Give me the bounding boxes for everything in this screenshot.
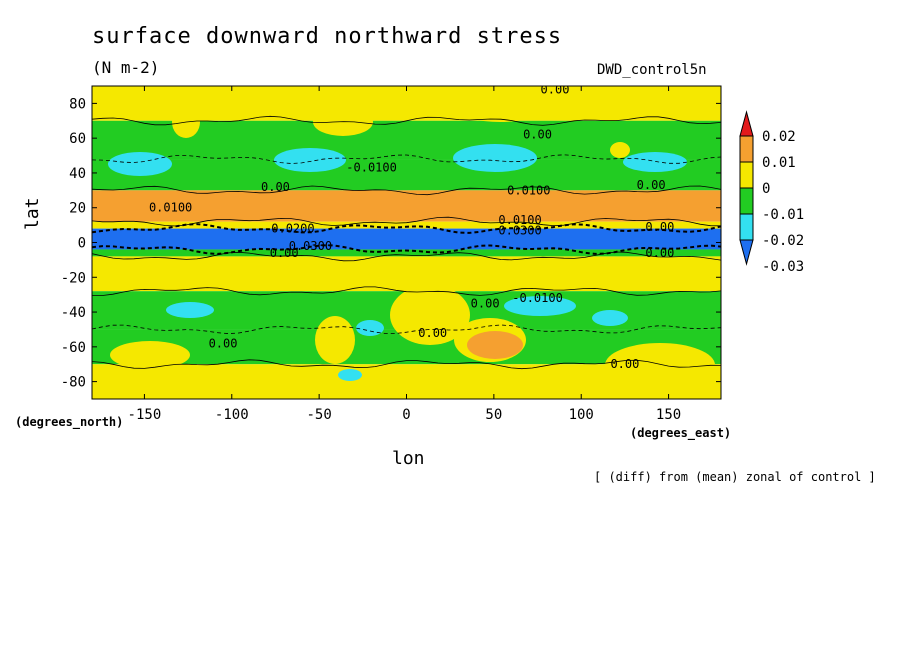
anomaly-patch — [356, 320, 384, 336]
anomaly-patch — [460, 98, 540, 122]
anomaly-patch — [110, 341, 190, 369]
y-tick-label: -20 — [61, 270, 86, 286]
contour-label: 0.0300 — [498, 223, 541, 237]
y-tick-label: 80 — [69, 96, 86, 112]
y-tick-label: 40 — [69, 166, 86, 182]
chart-title: surface downward northward stress — [92, 24, 563, 49]
contour-line — [92, 115, 721, 126]
contour-line — [92, 185, 721, 196]
contour-label: 0.0100 — [149, 201, 192, 215]
lat-band — [92, 190, 721, 222]
contour-line — [92, 286, 721, 296]
contour-lines — [92, 115, 721, 370]
contour-line — [92, 251, 721, 262]
chart-units: (N m-2) — [92, 58, 160, 77]
x-axis-label: lon — [392, 448, 425, 469]
y-tick-label: -80 — [61, 375, 86, 391]
x-axis: -150 -100 -50 0 50 100 150 — [128, 86, 681, 423]
contour-label: -0.0100 — [512, 291, 563, 305]
x-unit-label: (degrees_east) — [630, 426, 732, 440]
y-tick-label: -40 — [61, 305, 86, 321]
anomaly-patch — [605, 343, 715, 387]
contour-label: 0.0200 — [271, 222, 314, 236]
colorbar-label: 0.02 — [762, 129, 796, 145]
y-tick-label: -60 — [61, 340, 86, 356]
contour-label: 0.00 — [523, 128, 552, 142]
field-bands — [92, 86, 721, 399]
lat-band — [92, 256, 721, 292]
x-tick-label: 0 — [402, 407, 410, 423]
x-tick-label: -100 — [215, 407, 249, 423]
anomaly-patch — [467, 331, 523, 359]
lat-band — [92, 221, 721, 229]
contour-label: 0.00 — [270, 246, 299, 260]
colorbar-cell — [739, 187, 754, 215]
x-tick-label: 150 — [656, 407, 681, 423]
anomaly-patch — [108, 152, 172, 176]
colorbar-label: -0.03 — [762, 259, 804, 275]
anomaly-patch — [504, 296, 576, 316]
anomaly-patch — [623, 152, 687, 172]
contour-label: 0.0100 — [507, 183, 550, 197]
colorbar-arrow-bottom — [739, 239, 754, 266]
y-tick-label: 0 — [78, 236, 86, 252]
colorbar-label: 0 — [762, 181, 770, 197]
contour-label: 0.00 — [637, 178, 666, 192]
anomaly-patch — [274, 148, 346, 172]
colorbar-label: -0.02 — [762, 233, 804, 249]
field-features — [108, 98, 715, 387]
contour-line — [92, 359, 721, 370]
x-tick-label: 50 — [485, 407, 502, 423]
contour-line — [92, 216, 721, 227]
contour-line — [92, 154, 721, 164]
contour-label: 0.00 — [645, 246, 674, 260]
contour-label: 0.00 — [471, 296, 500, 310]
contour-label: -0.0100 — [346, 161, 397, 175]
y-tick-label: 60 — [69, 131, 86, 147]
colorbar-label: -0.01 — [762, 207, 804, 223]
contour-label: 0.00 — [541, 82, 570, 96]
x-tick-label: -50 — [306, 407, 331, 423]
contour-label: 0.00 — [261, 180, 290, 194]
anomaly-patch — [592, 310, 628, 326]
lat-band — [92, 159, 721, 191]
colorbar-cell — [739, 213, 754, 241]
lat-band — [92, 228, 721, 250]
contour-label: 0.00 — [209, 336, 238, 350]
contour-labels: 0.00 0.00 -0.0100 0.00 0.00 0.0100 0.0100 0.010… — [149, 82, 674, 371]
anomaly-patch — [166, 302, 214, 318]
anomaly-patch — [453, 144, 537, 172]
anomaly-patch — [610, 142, 630, 158]
colorbar: 0.02 0.01 0 -0.01 -0.02 -0.03 — [739, 110, 804, 275]
run-label: DWD_control5n — [597, 62, 707, 78]
y-axis-label: lat — [22, 197, 43, 230]
anomaly-patch — [315, 316, 355, 364]
colorbar-arrow-top — [739, 110, 754, 137]
colorbar-cell — [739, 135, 754, 163]
contour-line — [92, 324, 721, 335]
contour-label: 0.00 — [418, 326, 447, 340]
x-tick-label: 100 — [569, 407, 594, 423]
colorbar-cell — [739, 161, 754, 189]
contour-label: 0.00 — [610, 357, 639, 371]
y-unit-label: (degrees_north) — [15, 415, 124, 429]
contour-label: 0.00 — [645, 220, 674, 234]
y-axis: -80 -60 -40 -20 0 20 40 60 80 — [61, 96, 721, 391]
contour-label: 0.0100 — [498, 213, 541, 227]
anomaly-patch — [338, 369, 362, 381]
x-tick-label: -150 — [128, 407, 162, 423]
lat-band — [92, 249, 721, 257]
colorbar-label: 0.01 — [762, 155, 796, 171]
contour-line — [92, 223, 721, 234]
diff-note: [ (diff) from (mean) zonal of control ] — [594, 470, 876, 484]
y-tick-label: 20 — [69, 201, 86, 217]
contour-label: 0.0300 — [289, 239, 332, 253]
